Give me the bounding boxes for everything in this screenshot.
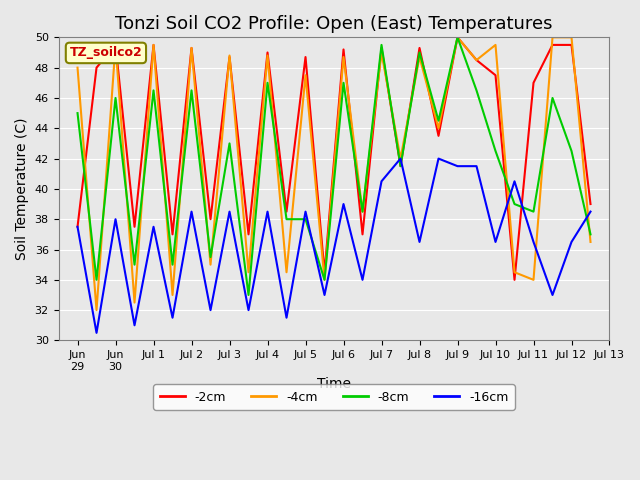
Title: Tonzi Soil CO2 Profile: Open (East) Temperatures: Tonzi Soil CO2 Profile: Open (East) Temp… [115, 15, 553, 33]
X-axis label: Time: Time [317, 377, 351, 391]
Y-axis label: Soil Temperature (C): Soil Temperature (C) [15, 118, 29, 260]
Legend: -2cm, -4cm, -8cm, -16cm: -2cm, -4cm, -8cm, -16cm [153, 384, 515, 410]
Text: TZ_soilco2: TZ_soilco2 [70, 47, 142, 60]
